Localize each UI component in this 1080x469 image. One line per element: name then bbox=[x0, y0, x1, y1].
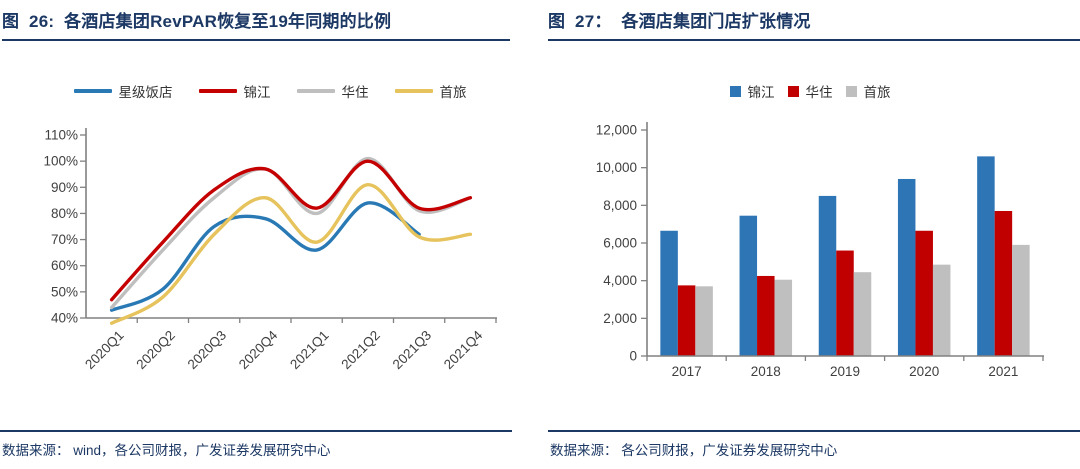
svg-text:2,000: 2,000 bbox=[603, 311, 637, 326]
svg-text:2020Q3: 2020Q3 bbox=[185, 328, 230, 373]
figure-26-panel: 图 26: 各酒店集团RevPAR恢复至19年同期的比例 星级饭店 锦江 华住 首旅 … bbox=[0, 0, 512, 459]
legend-line-swatch bbox=[73, 89, 112, 93]
legend-item-首旅: 首旅 bbox=[845, 81, 891, 101]
legend-item-华住: 华住 bbox=[787, 81, 833, 101]
bar-锦江-2017 bbox=[660, 230, 678, 356]
svg-text:2018: 2018 bbox=[751, 364, 781, 379]
svg-text:2021: 2021 bbox=[988, 364, 1018, 379]
legend-label: 锦江 bbox=[243, 85, 271, 100]
series-bars-锦江 bbox=[660, 156, 995, 356]
svg-text:80%: 80% bbox=[51, 206, 78, 221]
y-axis: 0 2,000 4,000 6,000 8,000 10,000 12,000 bbox=[596, 123, 647, 364]
bar-锦江-2021 bbox=[977, 156, 995, 356]
bar-华住-2021 bbox=[994, 210, 1013, 356]
bar-首旅-2020 bbox=[932, 264, 951, 356]
y-axis: 40% 50% 60% 70% 80% 90% 100% 110% bbox=[43, 128, 86, 326]
bar-首旅-2017 bbox=[695, 286, 713, 356]
bar-锦江-2019 bbox=[818, 195, 837, 356]
legend-label: 星级饭店 bbox=[118, 85, 173, 100]
series-line-首旅 bbox=[109, 182, 473, 325]
svg-text:4,000: 4,000 bbox=[603, 273, 637, 288]
figure-26-title: 图 26: 各酒店集团RevPAR恢复至19年同期的比例 bbox=[2, 0, 510, 41]
legend-item-锦江: 锦江 bbox=[198, 81, 271, 101]
legend-line-swatch bbox=[296, 89, 335, 93]
svg-text:40%: 40% bbox=[51, 311, 78, 326]
legend-label: 华住 bbox=[805, 85, 833, 100]
revpar-line-chart: 40%50%60%70%80%90%100%110%2020Q1 2020Q2 20… bbox=[43, 128, 497, 373]
svg-text:8,000: 8,000 bbox=[603, 198, 637, 213]
series-bars-首旅 bbox=[695, 244, 1030, 356]
svg-text:6,000: 6,000 bbox=[603, 236, 637, 251]
figure-26-source: 数据来源： wind，各公司财报，广发证券发展研究中心 bbox=[0, 430, 512, 459]
svg-text:2021Q1: 2021Q1 bbox=[287, 328, 332, 373]
svg-text:90%: 90% bbox=[51, 180, 78, 195]
legend-item-星级饭店: 星级饭店 bbox=[73, 81, 173, 101]
svg-text:0: 0 bbox=[629, 349, 637, 364]
bar-华住-2017 bbox=[677, 285, 696, 356]
figure-27-panel: 图 27： 各酒店集团门店扩张情况 锦江 华住 首旅 0 2,000 4,000 6,00… bbox=[540, 0, 1080, 469]
legend-label: 华住 bbox=[341, 85, 369, 100]
series-line-星级饭店 bbox=[109, 201, 421, 312]
figure-27-source: 数据来源： 各公司财报，广发证券发展研究中心 bbox=[548, 430, 1080, 459]
svg-text:2021Q4: 2021Q4 bbox=[441, 327, 486, 372]
bar-首旅-2021 bbox=[1012, 244, 1030, 356]
legend-item-首旅: 首旅 bbox=[394, 81, 467, 101]
legend-item-华住: 华住 bbox=[296, 81, 369, 101]
svg-text:100%: 100% bbox=[43, 154, 78, 169]
legend-label: 锦江 bbox=[747, 85, 775, 100]
bar-华住-2018 bbox=[757, 275, 775, 356]
figure-26-legend: 星级饭店 锦江 华住 首旅 bbox=[0, 81, 554, 101]
legend-square-swatch bbox=[729, 85, 741, 97]
svg-text:2020: 2020 bbox=[909, 364, 939, 379]
legend-item-锦江: 锦江 bbox=[729, 81, 775, 101]
x-axis: 2020Q1 2020Q2 2020Q3 2020Q4 2021Q1 2021Q2 2021… bbox=[82, 318, 497, 373]
legend-line-swatch bbox=[394, 89, 433, 93]
bar-首旅-2019 bbox=[853, 272, 872, 356]
series-bars-华住 bbox=[677, 210, 1013, 356]
svg-text:2020Q4: 2020Q4 bbox=[236, 327, 281, 372]
series-line-锦江 bbox=[109, 159, 473, 302]
figure-27-legend: 锦江 华住 首旅 bbox=[540, 81, 1080, 101]
legend-square-swatch bbox=[787, 85, 799, 97]
svg-text:2017: 2017 bbox=[672, 364, 702, 379]
svg-text:2019: 2019 bbox=[830, 364, 860, 379]
legend-line-swatch bbox=[198, 89, 237, 93]
legend-label: 首旅 bbox=[863, 85, 891, 100]
svg-text:12,000: 12,000 bbox=[596, 123, 637, 138]
legend-label: 首旅 bbox=[439, 85, 467, 100]
svg-text:2020Q2: 2020Q2 bbox=[133, 328, 178, 373]
svg-text:2021Q2: 2021Q2 bbox=[338, 328, 383, 373]
figure-27-title: 图 27： 各酒店集团门店扩张情况 bbox=[548, 0, 1080, 41]
bar-锦江-2018 bbox=[739, 215, 758, 356]
bar-华住-2019 bbox=[836, 250, 854, 356]
svg-text:60%: 60% bbox=[51, 258, 78, 273]
bar-锦江-2020 bbox=[897, 178, 916, 356]
bar-华住-2020 bbox=[915, 230, 933, 356]
svg-text:2021Q3: 2021Q3 bbox=[390, 328, 435, 373]
svg-text:10,000: 10,000 bbox=[596, 160, 637, 175]
svg-text:70%: 70% bbox=[51, 232, 78, 247]
bar-首旅-2018 bbox=[774, 279, 793, 356]
svg-text:110%: 110% bbox=[44, 128, 78, 143]
svg-text:50%: 50% bbox=[51, 284, 78, 299]
svg-text:2020Q1: 2020Q1 bbox=[82, 328, 127, 373]
legend-square-swatch bbox=[845, 85, 857, 97]
x-axis: 2017 2018 2019 2020 2021 bbox=[646, 356, 1044, 379]
